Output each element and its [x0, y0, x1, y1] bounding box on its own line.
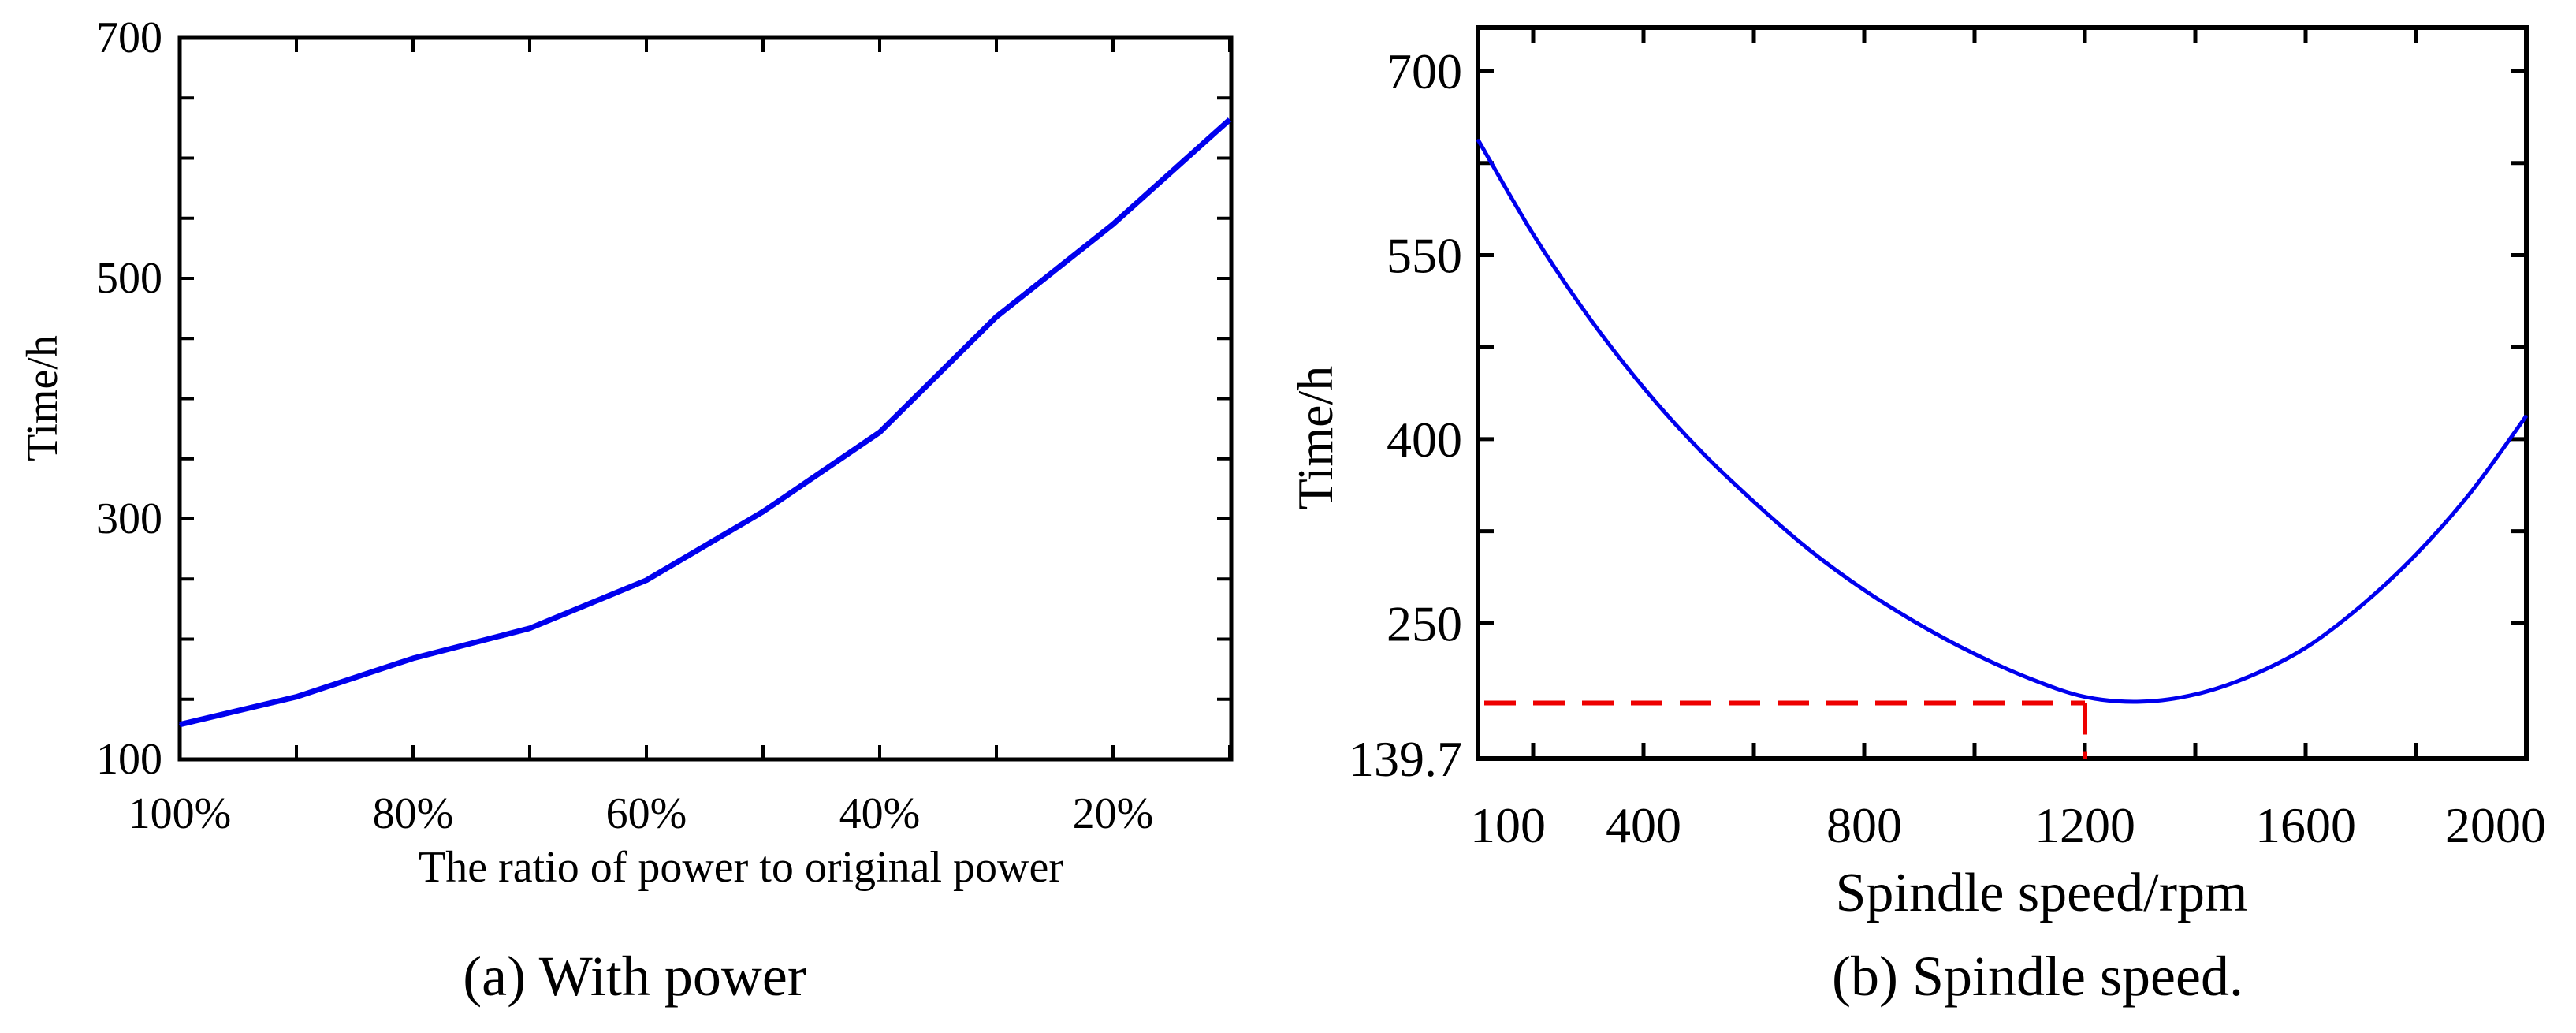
chart-a-x-tick-label: 40% [839, 789, 921, 838]
chart-b-y-tick-label: 400 [1387, 412, 1462, 468]
chart-b-data-point [1698, 448, 1699, 450]
chart-b-data-point [1588, 315, 1589, 318]
chart-a-y-tick-label: 500 [96, 254, 162, 303]
chart-a-with-power: 100 300 500 700 100% 80% 60% 40% 20% Time/h The … [18, 13, 1234, 1008]
chart-b-data-point [1863, 589, 1865, 591]
chart-a-x-tick-label: 60% [606, 789, 687, 838]
chart-a-series-line [179, 117, 1232, 728]
chart-b-y-tick-label: 700 [1387, 43, 1462, 99]
chart-a-data-point [879, 431, 880, 434]
chart-b-data-point [2029, 677, 2031, 680]
chart-b-data-point [1974, 653, 1975, 655]
chart-a-y-axis-label: Time/h [18, 335, 67, 461]
chart-b-data-point [1477, 139, 1479, 141]
chart-b-x-tick-label: 1600 [2255, 797, 2356, 853]
chart-b-tick-labels: 139.7 250 400 550 700 100 400 800 1200 1600 2000 [1349, 43, 2546, 853]
chart-a-data-point [646, 579, 647, 581]
chart-b-x-tick-label: 800 [1826, 797, 1902, 853]
chart-b-series-line [1476, 138, 2529, 704]
chart-b-data-point [2415, 554, 2417, 556]
chart-b-data-point [2250, 675, 2251, 677]
chart-b-data-point [2305, 647, 2306, 649]
chart-b-y-axis-label: Time/h [1287, 366, 1343, 510]
chart-b-spindle-speed: 139.7 250 400 550 700 100 400 800 1200 1600 2000 T… [1287, 25, 2546, 1008]
chart-a-data-point [762, 510, 764, 513]
chart-a-plot-frame [177, 35, 1234, 762]
chart-b-data-point [1532, 233, 1534, 235]
chart-a-data-point [412, 657, 414, 659]
chart-a-x-tick-label: 100% [128, 789, 232, 838]
chart-b-y-tick-label: 550 [1387, 227, 1462, 283]
chart-a-points [179, 118, 1230, 725]
chart-a-y-tick-label: 100 [96, 735, 162, 784]
chart-b-x-tick-label: 100 [1470, 797, 1546, 853]
chart-b-y-tick-label: 139.7 [1349, 731, 1462, 787]
chart-a-x-tick-label: 80% [373, 789, 454, 838]
chart-b-x-tick-label: 2000 [2445, 797, 2546, 853]
chart-a-x-axis-label: The ratio of power to original power [419, 843, 1063, 892]
chart-a-data-point [996, 315, 997, 318]
chart-a-tick-labels: 100 300 500 700 100% 80% 60% 40% 20% [96, 13, 1153, 838]
chart-a-data-point [1229, 118, 1230, 121]
chart-a-ticks [180, 36, 1231, 761]
chart-b-data-point [1808, 548, 1810, 550]
chart-b-ticks [1478, 28, 2526, 759]
chart-b-points [1477, 139, 2527, 703]
chart-b-data-point [2360, 605, 2362, 607]
chart-b-data-point [1643, 386, 1644, 389]
chart-b-data-point [2470, 490, 2472, 493]
chart-b-caption: (b) Spindle speed. [1832, 945, 2243, 1008]
chart-b-data-point [2084, 696, 2086, 698]
chart-b-data-point [2139, 700, 2141, 703]
chart-a-y-tick-label: 300 [96, 494, 162, 543]
chart-b-data-point [2194, 693, 2196, 696]
chart-b-y-tick-label: 250 [1387, 595, 1462, 651]
chart-a-data-point [529, 627, 530, 629]
chart-a-data-point [179, 723, 181, 725]
chart-b-x-tick-label: 1200 [2034, 797, 2135, 853]
chart-b-data-point [1919, 623, 1920, 625]
chart-a-data-point [296, 696, 297, 698]
chart-a-caption: (a) With power [463, 945, 806, 1008]
chart-b-data-point [2526, 415, 2527, 417]
chart-b-data-point [1753, 501, 1755, 503]
chart-a-x-tick-label: 20% [1073, 789, 1154, 838]
chart-a-y-tick-label: 700 [96, 13, 162, 62]
chart-b-x-tick-label: 400 [1606, 797, 1681, 853]
chart-a-data-point [1112, 223, 1114, 226]
chart-b-x-axis-label: Spindle speed/rpm [1836, 863, 2248, 923]
chart-b-plot-frame [1476, 25, 2529, 761]
